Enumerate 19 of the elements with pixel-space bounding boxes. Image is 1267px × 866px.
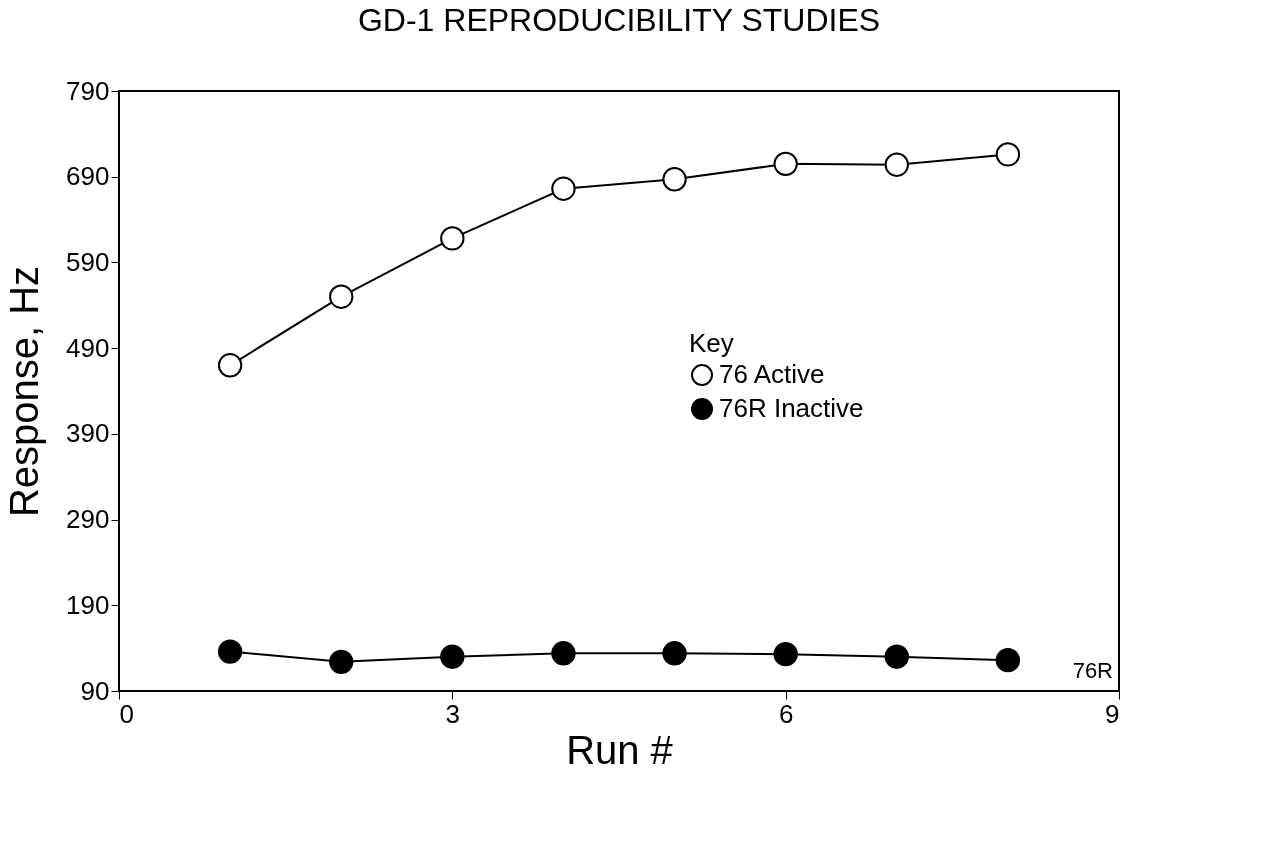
y-tick-label: 390 [66, 418, 110, 449]
x-tick-label: 3 [445, 698, 461, 729]
y-tick-label: 490 [66, 332, 110, 363]
legend-label: 76R Inactive [719, 393, 864, 423]
y-tick-label: 690 [66, 161, 110, 192]
annotation: 76R [1072, 658, 1113, 683]
x-axis-title: Run # [566, 727, 674, 772]
x-tick-label: 6 [778, 698, 794, 729]
legend-label: 76 Active [719, 359, 825, 389]
y-tick-label: 290 [66, 504, 110, 535]
y-tick-label: 190 [66, 589, 110, 620]
x-tick-label: 9 [1105, 698, 1120, 729]
y-tick-label: 90 [80, 675, 110, 706]
x-tick-label: 0 [119, 698, 134, 729]
y-tick-label: 790 [66, 75, 110, 106]
y-tick-label: 590 [66, 246, 110, 277]
chart-title: GD-1 REPRODUCIBILITY STUDIES [357, 2, 881, 38]
y-axis-title: Response, Hz [2, 265, 47, 518]
legend-title: Key [689, 328, 734, 358]
